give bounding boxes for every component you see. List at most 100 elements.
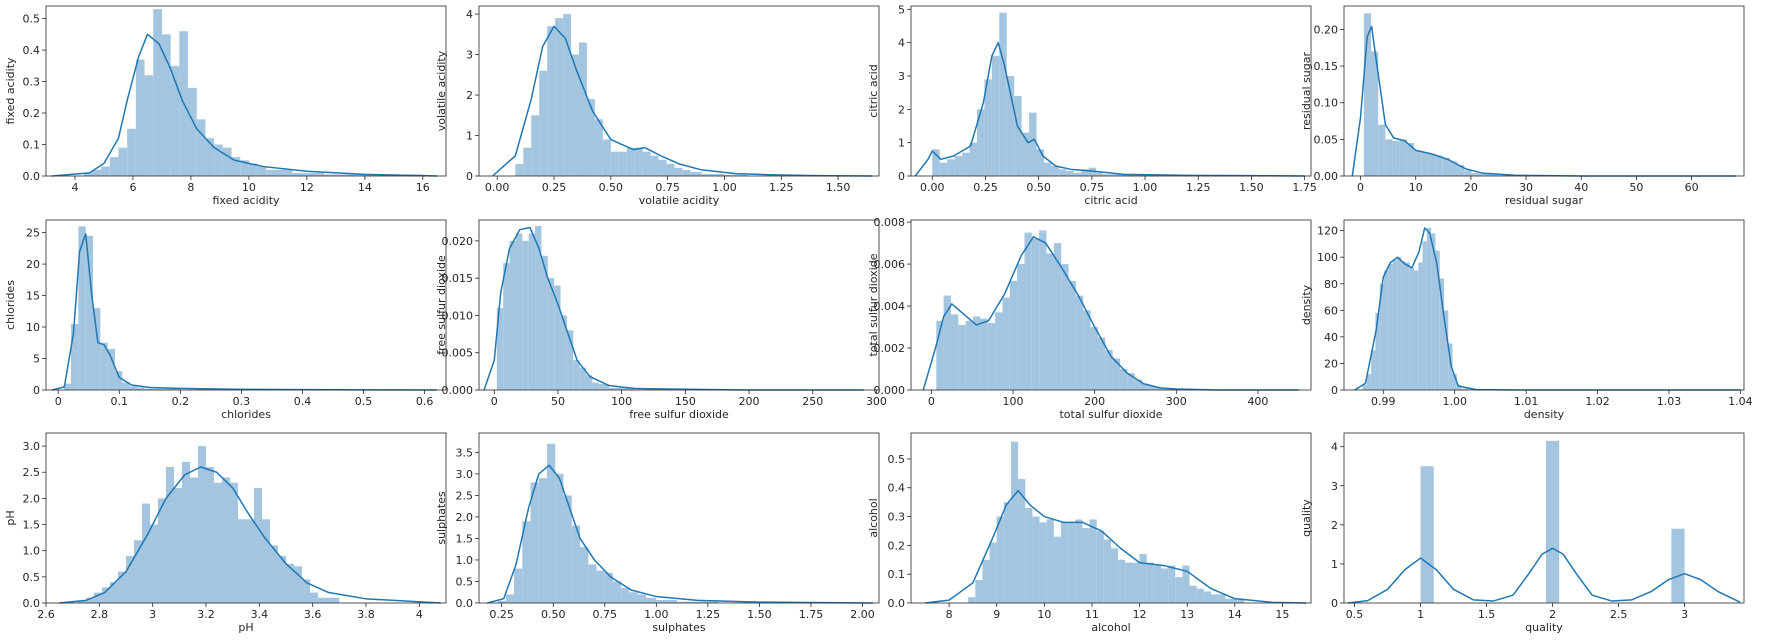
histogram-bar bbox=[982, 559, 990, 603]
histogram-bar bbox=[1024, 232, 1032, 390]
y-tick-label: 1 bbox=[466, 130, 473, 143]
histogram-bar bbox=[1396, 257, 1402, 390]
x-axis-label: density bbox=[1524, 408, 1565, 421]
x-tick-label: 1.50 bbox=[747, 608, 772, 621]
histogram-bar bbox=[92, 169, 102, 176]
x-tick-label: 0.00 bbox=[920, 181, 945, 194]
histogram-bar bbox=[1385, 139, 1393, 176]
y-tick-label: 0 bbox=[898, 170, 905, 183]
x-tick-label: 3.2 bbox=[197, 608, 215, 621]
histogram-bar bbox=[968, 597, 976, 603]
axes-frame bbox=[910, 432, 1312, 604]
histogram-bar bbox=[579, 42, 587, 177]
histogram-bar bbox=[1457, 165, 1465, 176]
histogram-bar bbox=[682, 169, 691, 176]
y-tick-label: 0.015 bbox=[442, 272, 474, 285]
x-tick-label: 1.50 bbox=[1239, 181, 1264, 194]
histogram-bar bbox=[618, 151, 627, 176]
histogram-bar bbox=[586, 375, 593, 390]
histogram-bar bbox=[93, 308, 101, 390]
axes-frame bbox=[478, 5, 880, 177]
histogram-bar bbox=[1196, 588, 1204, 603]
histogram-bar bbox=[701, 173, 725, 176]
kde-line bbox=[487, 464, 873, 604]
y-tick-label: 1 bbox=[898, 137, 905, 150]
histogram-bar bbox=[63, 383, 72, 390]
x-tick-label: 1.75 bbox=[1292, 181, 1317, 194]
histogram-bar bbox=[1442, 157, 1450, 176]
histogram-bar bbox=[158, 498, 166, 603]
histogram-bar bbox=[932, 149, 940, 176]
histogram-bar bbox=[1066, 171, 1074, 176]
histogram-bar bbox=[1414, 150, 1422, 176]
x-tick-label: 0.25 bbox=[973, 181, 998, 194]
histogram-bar bbox=[1053, 536, 1061, 603]
x-tick-label: 1.02 bbox=[1585, 395, 1610, 408]
y-tick-label: 0.0 bbox=[23, 170, 41, 183]
histogram-bar bbox=[1431, 233, 1436, 390]
x-tick-label: 15 bbox=[1275, 608, 1289, 621]
y-tick-label: 20 bbox=[1324, 357, 1338, 370]
subplot-11: 0.5 1 1.5 2 2.5 3 0 1 2 3 4 quality quality bbox=[1300, 432, 1745, 634]
x-tick-label: 0.1 bbox=[111, 395, 129, 408]
y-tick-label: 5 bbox=[898, 3, 905, 16]
histogram-bar bbox=[1399, 139, 1407, 176]
axes-frame bbox=[478, 432, 880, 604]
histogram-bar bbox=[198, 446, 206, 603]
histogram-bar bbox=[666, 163, 675, 176]
axes-frame bbox=[45, 219, 447, 391]
y-tick-label: 3 bbox=[898, 70, 905, 83]
histogram-bar bbox=[690, 171, 702, 176]
x-tick-label: 14 bbox=[1228, 608, 1242, 621]
histogram-bar bbox=[547, 26, 556, 176]
x-tick-label: 2 bbox=[1549, 608, 1556, 621]
histogram-bar bbox=[1082, 528, 1090, 603]
histogram-bar bbox=[563, 495, 572, 603]
histogram-bar bbox=[1671, 528, 1685, 603]
histogram-bar bbox=[1075, 519, 1083, 603]
histogram-bar bbox=[1068, 280, 1076, 390]
histogram-bar bbox=[1448, 343, 1453, 390]
subplot-7: 0.99 1.00 1.01 1.02 1.03 1.04 0 20 40 60 80 100 120 d… bbox=[1300, 219, 1753, 421]
histogram-bar bbox=[1132, 562, 1140, 603]
histogram-bar bbox=[83, 172, 93, 176]
y-tick-label: 0.5 bbox=[23, 571, 41, 584]
histogram-bar bbox=[118, 571, 126, 603]
histogram-bar bbox=[989, 542, 997, 603]
y-axis-label: sulphates bbox=[435, 491, 448, 545]
histogram-bar bbox=[1388, 263, 1393, 390]
kde-line bbox=[1354, 227, 1741, 391]
histogram-bar bbox=[1032, 516, 1040, 603]
y-tick-label: 0.15 bbox=[1314, 60, 1339, 73]
y-tick-label: 1.0 bbox=[23, 545, 41, 558]
x-tick-label: 0.4 bbox=[294, 395, 312, 408]
histogram-bar bbox=[144, 388, 181, 390]
histogram-bar bbox=[943, 295, 951, 390]
histogram-bar bbox=[1362, 384, 1367, 390]
histogram-bar bbox=[257, 166, 267, 176]
histogram-bar bbox=[1046, 253, 1054, 390]
histogram-bar bbox=[1449, 161, 1458, 176]
x-axis-label: alcohol bbox=[1091, 621, 1130, 634]
y-tick-label: 0.5 bbox=[456, 575, 474, 588]
y-tick-label: 2.5 bbox=[456, 489, 474, 502]
x-tick-label: 4 bbox=[71, 181, 78, 194]
histogram-bar bbox=[142, 503, 150, 603]
y-tick-label: 1.0 bbox=[456, 554, 474, 567]
histogram-bar bbox=[563, 14, 572, 176]
x-tick-label: 100 bbox=[611, 395, 632, 408]
histogram-bar bbox=[1225, 598, 1245, 603]
histogram-bar bbox=[1089, 519, 1097, 603]
x-tick-label: 1.75 bbox=[799, 608, 824, 621]
histogram-bar bbox=[127, 128, 136, 176]
histogram-bar bbox=[496, 307, 504, 390]
histogram-bar bbox=[1127, 373, 1135, 390]
y-tick-label: 2 bbox=[898, 103, 905, 116]
axes-frame bbox=[1343, 5, 1745, 177]
histogram-bar bbox=[86, 597, 94, 603]
x-tick-label: 0.50 bbox=[541, 608, 566, 621]
histogram-bar bbox=[560, 315, 567, 390]
histogram-bar bbox=[566, 330, 574, 390]
histogram-bar bbox=[1211, 594, 1226, 603]
histogram-bar bbox=[122, 382, 130, 390]
